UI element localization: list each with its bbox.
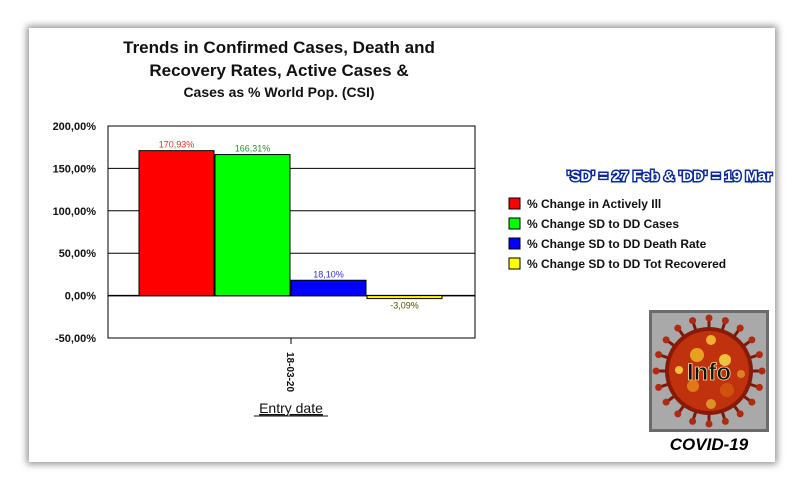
legend-swatch	[508, 237, 521, 250]
virus-spike-tip	[748, 336, 756, 344]
y-tick-label: 200,00%	[53, 121, 97, 133]
virus-spike-tip	[689, 317, 697, 325]
chart-card: Trends in Confirmed Cases, Death and Rec…	[29, 28, 775, 462]
legend-label: % Change SD to DD Death Rate	[527, 237, 707, 251]
virus-spike-tip	[652, 367, 660, 375]
bar	[214, 154, 291, 297]
legend-label: % Change SD to DD Cases	[527, 217, 679, 231]
virus-spike-tip	[755, 351, 763, 359]
legend-label: % Change SD to DD Tot Recovered	[527, 257, 726, 271]
x-tick-label: 18-03-20	[284, 352, 295, 392]
data-label: 166,31%	[235, 144, 271, 154]
virus-spike-tip	[674, 410, 682, 418]
chart-subtitle: 'SD' = 27 Feb & 'DD' = 19 Mar	[567, 168, 772, 185]
legend-swatch	[508, 217, 521, 230]
data-label: 18,10%	[313, 269, 344, 279]
bar	[366, 295, 443, 300]
legend-swatch	[508, 257, 521, 270]
covid-info-badge[interactable]: Info	[649, 310, 769, 432]
legend-swatch	[508, 197, 521, 210]
y-tick-label: -50,00%	[55, 333, 96, 345]
bar	[290, 279, 367, 297]
virus-spike-tip	[655, 351, 663, 359]
y-tick-label: 0,00%	[65, 291, 96, 303]
y-tick-label: 150,00%	[53, 163, 97, 175]
virus-spike-tip	[705, 420, 713, 428]
x-axis-label: Entry date	[259, 400, 323, 416]
virus-spike-tip	[758, 367, 766, 375]
virus-spike-tip	[721, 417, 729, 425]
virus-spike-tip	[689, 417, 697, 425]
virus-spike-tip	[736, 324, 744, 332]
covid-caption: COVID-19	[669, 435, 749, 454]
virus-spike-tip	[662, 336, 670, 344]
bar-chart: -50,00% 0,00% 50,00% 100,00% 150,00% 200,00% 1…	[53, 121, 774, 417]
legend-label: % Change in Actively Ill	[527, 197, 661, 211]
virus-spike-tip	[705, 314, 713, 322]
virus-spike-tip	[721, 317, 729, 325]
bar	[138, 150, 215, 297]
title-line-3: Cases as % World Pop. (CSI)	[183, 84, 375, 100]
virus-spike-tip	[655, 383, 663, 391]
y-tick-label: 50,00%	[59, 248, 97, 260]
virus-spike-tip	[662, 398, 670, 406]
data-label: -3,09%	[390, 301, 419, 311]
badge-info-label: Info	[687, 359, 731, 386]
virus-spike-tip	[755, 383, 763, 391]
data-label: 170,93%	[159, 140, 195, 150]
virus-spike-tip	[748, 398, 756, 406]
title-line-2: Recovery Rates, Active Cases &	[149, 61, 409, 80]
virus-spike-tip	[674, 324, 682, 332]
title-line-1: Trends in Confirmed Cases, Death and	[123, 38, 435, 57]
virus-spike-tip	[736, 410, 744, 418]
virus-icon: Info	[649, 310, 769, 432]
y-tick-label: 100,00%	[53, 206, 97, 218]
chart-title: Trends in Confirmed Cases, Death and Rec…	[99, 36, 459, 102]
